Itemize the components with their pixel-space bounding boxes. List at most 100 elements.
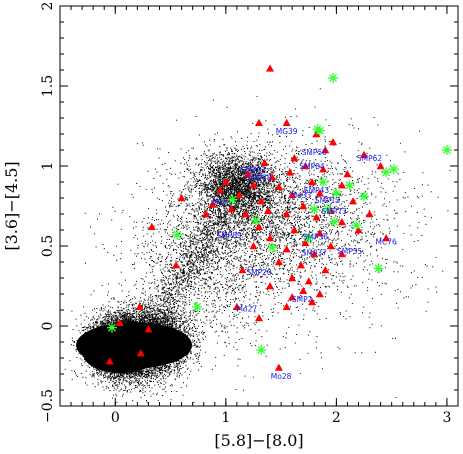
- triangle-point: [301, 238, 310, 246]
- asterisk-point: [331, 188, 342, 199]
- triangle-point: [337, 218, 346, 226]
- triangle-point: [288, 274, 297, 282]
- object-label: SMP13: [315, 196, 341, 205]
- triangle-point: [172, 261, 181, 269]
- triangle-point: [105, 357, 114, 365]
- object-label: SMP73: [322, 207, 348, 216]
- y-tick-label: 0.5: [40, 235, 56, 257]
- asterisk-point: [381, 167, 392, 178]
- asterisk-point: [322, 204, 333, 215]
- triangle-point: [147, 222, 156, 230]
- object-label: Mo28: [271, 372, 292, 381]
- y-tick-label: 1.5: [40, 75, 56, 97]
- triangle-point: [144, 325, 153, 333]
- triangle-point: [290, 154, 299, 162]
- object-label: SMP35: [337, 247, 363, 256]
- triangle-point: [249, 181, 258, 189]
- triangle-point: [382, 234, 391, 242]
- asterisk-point: [359, 191, 370, 202]
- asterisk-point: [106, 322, 117, 333]
- object-label: SMP62: [357, 154, 383, 163]
- triangle-point: [326, 242, 335, 250]
- triangle-point: [260, 158, 269, 166]
- triangle-point: [290, 226, 299, 234]
- triangle-point: [177, 194, 186, 202]
- triangle-point: [348, 197, 357, 205]
- triangle-point: [243, 170, 252, 178]
- asterisk-point: [267, 242, 278, 253]
- x-tick-label: 3: [442, 410, 451, 426]
- object-label: SMP2: [292, 295, 313, 304]
- triangle-point: [255, 118, 263, 126]
- triangle-point: [249, 242, 258, 250]
- object-label: SMP43: [304, 186, 330, 195]
- triangle-point: [208, 200, 217, 208]
- triangle-point: [135, 302, 144, 310]
- triangle-point: [282, 245, 291, 253]
- triangle-point: [337, 250, 346, 258]
- asterisk-point: [344, 180, 355, 191]
- triangle-point: [266, 64, 275, 72]
- y-axis-label: [3.6]−[4.5]: [2, 161, 21, 250]
- object-label: MG39: [276, 127, 298, 136]
- triangle-point: [274, 258, 283, 266]
- asterisk-point: [309, 204, 320, 215]
- object-label: SMP38: [246, 173, 272, 182]
- asterisk-point: [351, 220, 362, 231]
- triangle-point: [299, 202, 308, 210]
- triangle-point: [312, 213, 321, 221]
- triangle-point: [232, 302, 241, 310]
- triangle-point: [216, 186, 225, 194]
- triangle-point: [321, 266, 330, 274]
- triangle-point: [326, 206, 335, 214]
- asterisk-point: [256, 345, 267, 355]
- asterisk-point: [329, 217, 340, 227]
- triangle-point: [285, 168, 294, 176]
- asterisk-point: [373, 263, 384, 274]
- asterisk-point: [172, 229, 183, 240]
- triangle-point: [376, 162, 385, 170]
- triangle-point: [227, 205, 236, 213]
- triangle-point: [304, 277, 313, 285]
- triangle-point: [301, 162, 310, 170]
- asterisk-point: [303, 233, 314, 243]
- triangle-point: [274, 182, 283, 190]
- triangle-point: [288, 190, 297, 198]
- triangle-point: [266, 234, 275, 242]
- triangle-point: [115, 318, 124, 326]
- triangle-point: [297, 261, 306, 269]
- triangle-point: [315, 189, 324, 197]
- object-label: M27: [212, 197, 228, 206]
- triangle-point: [321, 146, 330, 154]
- asterisk-point: [314, 125, 325, 136]
- object-label: SMP58: [302, 148, 328, 157]
- triangle-point: [319, 165, 328, 173]
- triangle-point: [238, 266, 247, 274]
- triangle-point: [315, 290, 324, 298]
- triangle-point: [337, 181, 346, 189]
- triangle-point: [299, 286, 308, 294]
- object-label: Mo27: [237, 305, 258, 314]
- x-tick-label: 0: [111, 410, 120, 426]
- triangle-point: [360, 150, 369, 158]
- triangle-point: [255, 314, 263, 322]
- triangle-point: [241, 210, 250, 218]
- asterisk-point: [388, 164, 399, 175]
- asterisk-point: [318, 177, 329, 187]
- asterisk-point: [227, 194, 238, 205]
- asterisk-point: [250, 215, 261, 226]
- triangle-point: [266, 282, 275, 290]
- x-tick-label: 1: [221, 410, 230, 426]
- triangle-point: [263, 206, 272, 214]
- object-label: MC76: [376, 237, 397, 246]
- y-tick-label: 0: [40, 322, 56, 331]
- triangle-point: [268, 173, 277, 181]
- main-cluster-core: [82, 333, 159, 374]
- triangle-point: [315, 229, 324, 237]
- object-label: SMP84: [299, 162, 325, 171]
- triangle-point: [343, 170, 352, 178]
- triangle-point: [235, 190, 244, 198]
- triangle-point: [365, 210, 374, 218]
- x-axis-label: [5.8]−[8.0]: [214, 431, 303, 450]
- asterisk-point: [192, 301, 203, 312]
